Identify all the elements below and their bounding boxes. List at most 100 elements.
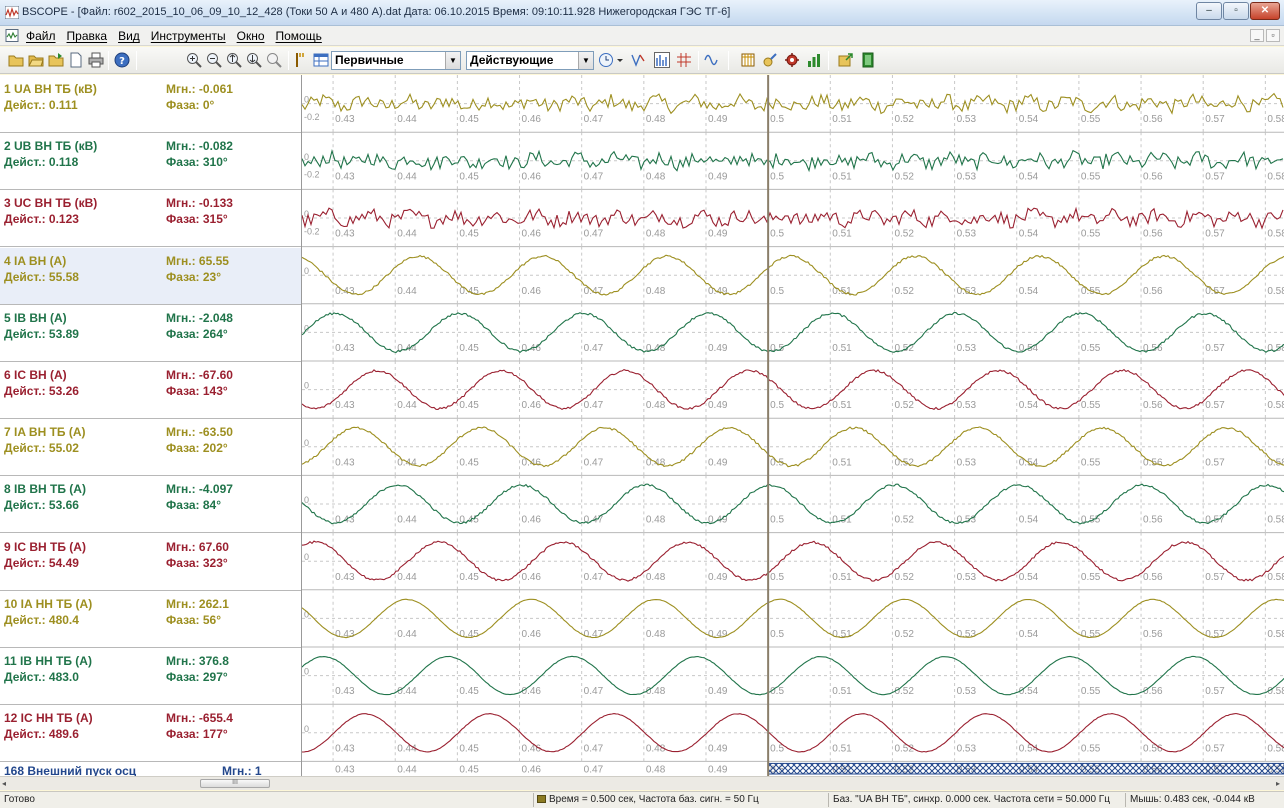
- scroll-thumb[interactable]: III: [200, 779, 270, 788]
- channel-row[interactable]: 6 IC ВН (А) Дейст.: 53.26 Мгн.: -67.60 Фаза…: [0, 362, 301, 419]
- menu-item[interactable]: Окно: [237, 29, 265, 43]
- channel-instant: Мгн.: 376.8: [166, 654, 229, 668]
- open-folder-2-icon[interactable]: [28, 52, 44, 68]
- zoom-in-icon[interactable]: [186, 52, 202, 68]
- menu-item[interactable]: Файл: [26, 29, 56, 43]
- channel-row[interactable]: 7 IA ВН ТБ (А) Дейст.: 55.02 Мгн.: -63.50 Ф…: [0, 419, 301, 476]
- scale-combo-value: Первичные: [335, 53, 404, 67]
- x-tick-label: 0.48: [646, 343, 666, 354]
- clock-icon[interactable]: [598, 52, 614, 68]
- calendar-icon[interactable]: [740, 52, 756, 68]
- channel-row[interactable]: 5 IB ВН (А) Дейст.: 53.89 Мгн.: -2.048 Фаза…: [0, 305, 301, 362]
- channel-row[interactable]: 4 IA ВН (А) Дейст.: 55.58 Мгн.: 65.55 Фаза:…: [0, 248, 301, 305]
- menu-items: Файл Правка Вид Инструменты Окно Помощь: [26, 29, 322, 43]
- channel-row[interactable]: 10 IA НН ТБ (А) Дейст.: 480.4 Мгн.: 262.1 Ф…: [0, 591, 301, 648]
- scroll-right-icon[interactable]: ▸: [1276, 779, 1280, 788]
- settings-icon[interactable]: [784, 52, 800, 68]
- grid-icon[interactable]: [676, 52, 692, 68]
- menu-item[interactable]: Правка: [67, 29, 108, 43]
- zoom-reset-icon[interactable]: [266, 52, 282, 68]
- chevron-down-icon: ▼: [445, 52, 460, 69]
- horizontal-scrollbar[interactable]: ◂ III ▸: [0, 776, 1284, 790]
- x-tick-label: 0.58: [1267, 343, 1284, 354]
- channel-row[interactable]: 8 IB ВН ТБ (А) Дейст.: 53.66 Мгн.: -4.097 Ф…: [0, 476, 301, 533]
- channel-row[interactable]: 11 IB НН ТБ (А) Дейст.: 483.0 Мгн.: 376.8 Ф…: [0, 648, 301, 705]
- zoom-out-icon[interactable]: [206, 52, 222, 68]
- x-tick-label: 0.43: [335, 229, 355, 240]
- print-icon[interactable]: [88, 52, 104, 68]
- channel-row[interactable]: 1 UA ВН ТБ (кВ) Дейст.: 0.111 Мгн.: -0.061…: [0, 76, 301, 133]
- x-tick-label: 0.57: [1205, 229, 1225, 240]
- exit-icon[interactable]: [860, 52, 876, 68]
- x-tick-label: 0.56: [1143, 743, 1163, 754]
- waveform-icon[interactable]: [704, 52, 720, 68]
- menu-item[interactable]: Помощь: [276, 29, 322, 43]
- x-tick-label: 0.55: [1081, 171, 1101, 182]
- zoom-out-vertical-icon[interactable]: [246, 52, 262, 68]
- channel-waveform: [302, 151, 1283, 171]
- bscope-app-icon: [5, 6, 19, 19]
- x-tick-label: 0.46: [522, 629, 542, 640]
- channel-row[interactable]: 2 UB ВН ТБ (кВ) Дейст.: 0.118 Мгн.: -0.082…: [0, 133, 301, 190]
- channel-rms: Дейст.: 0.123: [4, 212, 79, 226]
- x-tick-label: 0.52: [894, 114, 914, 125]
- menu-item[interactable]: Инструменты: [151, 29, 226, 43]
- x-tick-label: 0.49: [708, 686, 728, 697]
- x-tick-label: 0.45: [459, 572, 479, 583]
- scroll-left-icon[interactable]: ◂: [2, 779, 6, 788]
- x-tick-label: 0.48: [646, 286, 666, 297]
- channel-table-icon[interactable]: [313, 52, 329, 68]
- channel-row[interactable]: 3 UC ВН ТБ (кВ) Дейст.: 0.123 Мгн.: -0.133…: [0, 190, 301, 247]
- toolbar-separator: [728, 51, 729, 70]
- channel-phase: Фаза: 143°: [166, 384, 228, 398]
- channel-name: 9 IC ВН ТБ (А): [4, 540, 86, 554]
- waveform-plot[interactable]: 0.43 0.44 0.45 0.46 0.47 0.48 0.49 0.5 0.51 0.52 0…: [302, 75, 1284, 776]
- channel-rms: Дейст.: 53.66: [4, 498, 79, 512]
- bar-chart-icon[interactable]: [806, 52, 822, 68]
- x-tick-label: 0.54: [1019, 400, 1039, 411]
- x-tick-label: 0.43: [335, 764, 355, 775]
- channel-list: 168 Внешний пуск осц Мгн.: 1 1 UA ВН ТБ …: [0, 75, 302, 785]
- x-tick-label: 0.47: [584, 457, 604, 468]
- x-tick-label: 0.47: [584, 400, 604, 411]
- open-recent-icon[interactable]: [48, 52, 64, 68]
- legend-swatch-icon: [537, 795, 546, 803]
- restore-button[interactable]: ▫: [1223, 2, 1249, 20]
- x-tick-label: 0.47: [584, 764, 604, 775]
- x-tick-label: 0.58: [1267, 629, 1284, 640]
- open-folder-icon[interactable]: [8, 52, 24, 68]
- analysis-icon[interactable]: [762, 52, 778, 68]
- mdi-restore-button[interactable]: ▫: [1266, 29, 1280, 42]
- marker-icon[interactable]: [293, 52, 309, 68]
- x-tick-label: 0.47: [584, 686, 604, 697]
- export-icon[interactable]: [838, 52, 854, 68]
- close-button[interactable]: ✕: [1250, 2, 1280, 20]
- value-combo[interactable]: Действующие ▼: [466, 51, 594, 70]
- x-tick-label: 0.52: [894, 686, 914, 697]
- x-tick-label: 0.5: [770, 171, 784, 182]
- x-tick-label: 0.58: [1267, 686, 1284, 697]
- x-tick-label: 0.57: [1205, 114, 1225, 125]
- vector-icon[interactable]: [630, 52, 646, 68]
- clock-dropdown-icon[interactable]: [615, 52, 625, 68]
- zoom-in-vertical-icon[interactable]: [226, 52, 242, 68]
- document-icon[interactable]: [5, 29, 19, 42]
- status-time: Время = 0.500 сек, Частота баз. сигн. = …: [537, 794, 759, 805]
- y-zero-label: 0: [304, 381, 309, 391]
- status-ready: Готово: [4, 794, 35, 805]
- x-tick-label: 0.53: [957, 171, 977, 182]
- channel-rms: Дейст.: 483.0: [4, 670, 79, 684]
- x-tick-label: 0.48: [646, 686, 666, 697]
- minimize-button[interactable]: –: [1196, 2, 1222, 20]
- mdi-minimize-button[interactable]: _: [1250, 29, 1264, 42]
- scale-combo[interactable]: Первичные ▼: [331, 51, 461, 70]
- menu-item[interactable]: Вид: [118, 29, 140, 43]
- x-tick-label: 0.52: [894, 572, 914, 583]
- channel-row[interactable]: 12 IC НН ТБ (А) Дейст.: 489.6 Мгн.: -655.4…: [0, 705, 301, 762]
- new-document-icon[interactable]: [68, 52, 84, 68]
- x-tick-label: 0.45: [459, 686, 479, 697]
- help-icon[interactable]: ?: [114, 52, 130, 68]
- channel-row[interactable]: 9 IC ВН ТБ (А) Дейст.: 54.49 Мгн.: 67.60 Фа…: [0, 534, 301, 591]
- waveform-canvas[interactable]: 0.43 0.44 0.45 0.46 0.47 0.48 0.49 0.5 0.51 0.52 0…: [302, 75, 1284, 776]
- harmonics-icon[interactable]: [654, 52, 670, 68]
